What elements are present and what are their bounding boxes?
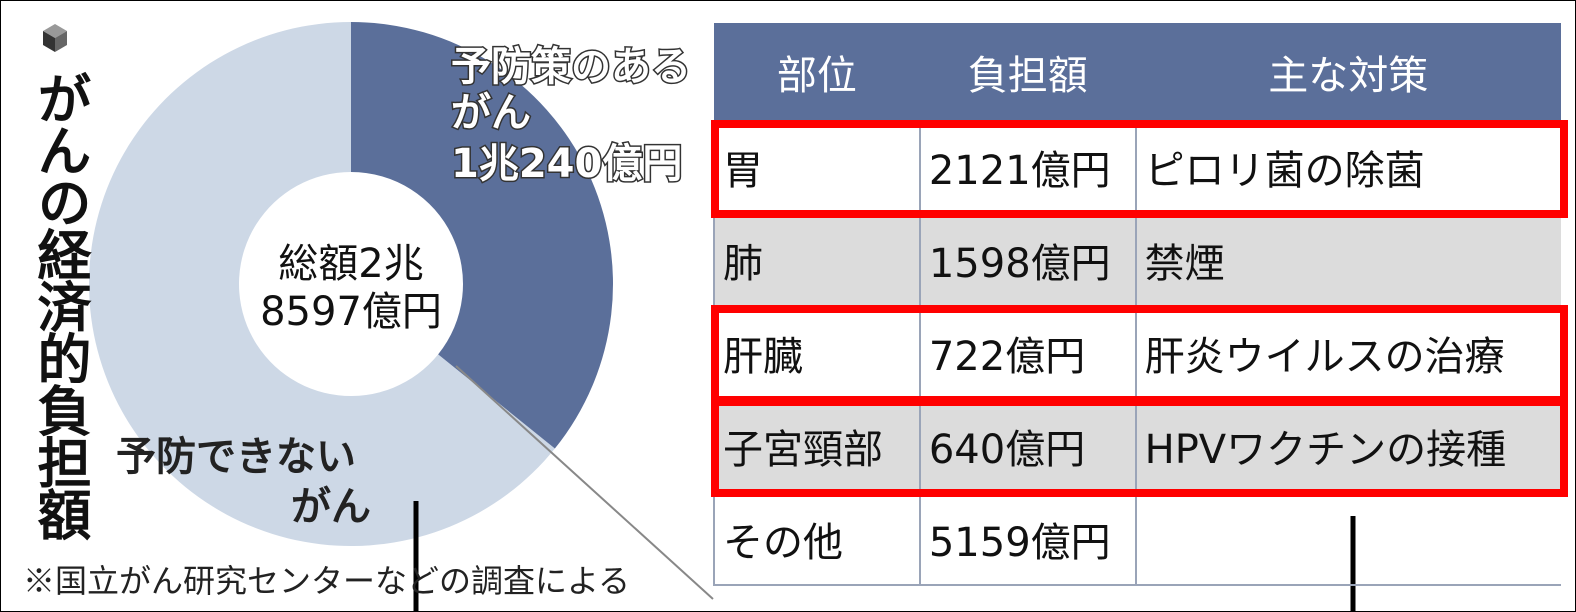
- table-cell: 子宮頸部: [713, 399, 920, 493]
- center-label: 総額2兆: [278, 241, 423, 287]
- slice-label: 予防策のある: [451, 44, 691, 90]
- table-row: 胃 2121億円 ピロリ菌の除菌: [713, 121, 1561, 214]
- note: ※国立がん研究センターなどの調査による: [23, 562, 631, 600]
- table-cell: 722億円: [918, 306, 1136, 400]
- highlight-box: [711, 305, 1568, 404]
- table-row: その他 5159億円: [713, 492, 1561, 586]
- table-row: 肺 1598億円 禁煙: [713, 213, 1561, 307]
- header-cell: 主な対策: [1135, 23, 1561, 121]
- table-cell: 肺: [713, 213, 920, 307]
- center-label: 8597億円: [260, 289, 442, 335]
- table-cell: 640億円: [918, 399, 1136, 493]
- slice-label: がん: [291, 484, 371, 530]
- table-cell: 2121億円: [918, 121, 1136, 214]
- connector: [455, 365, 714, 600]
- title: がんの経済的負担額: [28, 71, 91, 539]
- donut-slice: [351, 22, 613, 449]
- header-row: 部位 負担額 主な対策: [714, 23, 1561, 121]
- slice-label: がん: [451, 90, 531, 136]
- table-row: 子宮頸部 640億円 HPVワクチンの接種: [713, 399, 1561, 493]
- table-cell: 5159億円: [918, 492, 1136, 586]
- slice-label: 予防できない: [116, 434, 356, 480]
- header-cell: 部位: [714, 23, 920, 121]
- table-row: 肝臓 722億円 肝炎ウイルスの治療: [713, 306, 1561, 400]
- highlight-box: [711, 120, 1568, 218]
- table-cell: 肝臓: [713, 306, 920, 400]
- table-cell: 肝炎ウイルスの治療: [1134, 306, 1561, 400]
- donut-slice: [88, 22, 555, 546]
- highlight-box: [711, 398, 1568, 497]
- icon: [43, 31, 55, 52]
- table-cell: 胃: [713, 121, 920, 214]
- table-cell: その他: [713, 492, 920, 586]
- header-cell: 負担額: [919, 23, 1136, 121]
- table-cell: HPVワクチンの接種: [1134, 399, 1561, 493]
- table-cell: [1134, 492, 1561, 586]
- table: 部位 負担額 主な対策胃 2121億円 ピロリ菌の除菌肺 1598億円 禁煙 肝臓 722億円肝…: [713, 23, 1561, 586]
- table-cell: ピロリ菌の除菌: [1134, 121, 1561, 214]
- table-cell: 禁煙: [1134, 213, 1561, 307]
- value-label: 1兆240億円: [451, 141, 682, 187]
- icon: [55, 31, 67, 52]
- table-cell: 1598億円: [918, 213, 1136, 307]
